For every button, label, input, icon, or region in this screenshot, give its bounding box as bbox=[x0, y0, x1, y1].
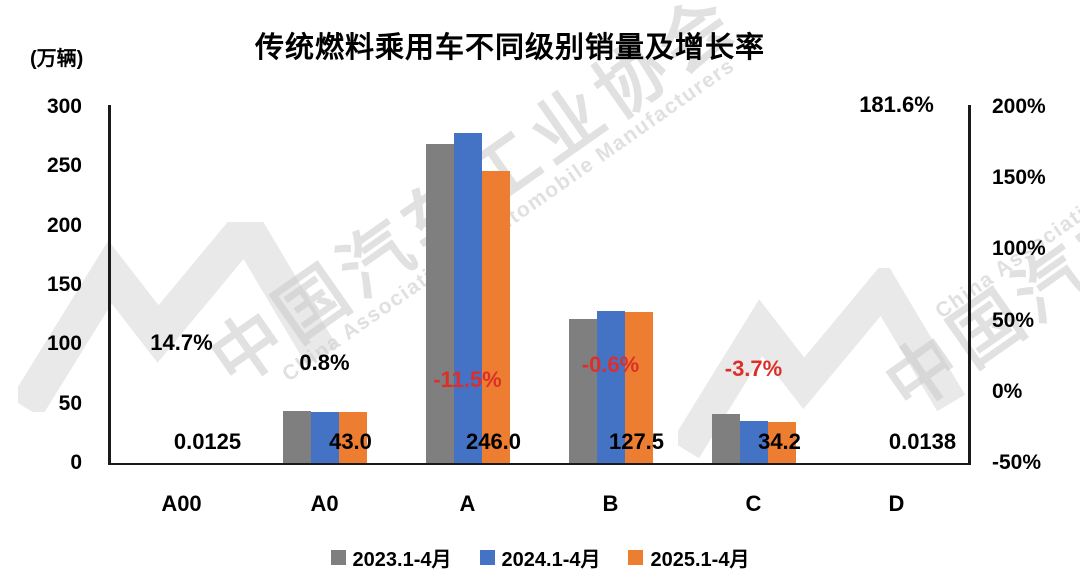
category-label-A: A bbox=[459, 491, 476, 516]
bar-A0-2024.1-4月 bbox=[310, 412, 339, 463]
legend-swatch bbox=[628, 550, 644, 565]
category-label-C: C bbox=[745, 491, 762, 516]
bar-A0-2023.1-4月 bbox=[282, 410, 311, 463]
bar-A-2024.1-4月 bbox=[453, 133, 482, 463]
right-axis-line bbox=[968, 105, 971, 465]
left-axis-tick: 200 bbox=[46, 213, 82, 237]
growth-label-A: -11.5% bbox=[433, 367, 502, 393]
left-axis-tick: 150 bbox=[46, 273, 82, 296]
category-label-A0: A0 bbox=[310, 491, 339, 516]
legend-label: 2025.1-4月 bbox=[650, 549, 750, 571]
value-label-A: 246.0 bbox=[465, 429, 522, 454]
value-label-A00: 0.0125 bbox=[173, 429, 242, 454]
legend-label: 2024.1-4月 bbox=[501, 549, 601, 571]
bar-A0-2025.1-4月 bbox=[338, 411, 367, 463]
chart-title: 传统燃料乘用车不同级别销量及增长率 bbox=[254, 32, 765, 64]
right-axis-tick: -50% bbox=[992, 451, 1042, 474]
right-axis-tick: 150% bbox=[992, 166, 1046, 190]
growth-label-B: -0.6% bbox=[581, 351, 640, 377]
left-axis-line bbox=[108, 105, 111, 465]
left-axis-tick: 0 bbox=[70, 451, 82, 474]
bar-A-2025.1-4月 bbox=[481, 171, 510, 463]
watermark-en-text: China Association of Automobile Manufact… bbox=[931, 0, 1080, 324]
right-axis-tick: 100% bbox=[992, 237, 1046, 261]
bottom-axis-line bbox=[108, 462, 970, 465]
category-label-B: B bbox=[602, 491, 619, 516]
left-axis-tick: 100 bbox=[46, 332, 82, 356]
legend-label: 2023.1-4月 bbox=[352, 549, 452, 571]
growth-label-A00: 14.7% bbox=[150, 329, 213, 355]
value-label-D: 0.0138 bbox=[888, 429, 957, 454]
category-label-A00: A00 bbox=[161, 491, 202, 516]
caam-logo-watermark bbox=[18, 222, 338, 412]
right-axis-tick: 200% bbox=[992, 95, 1046, 118]
bar-A-2023.1-4月 bbox=[425, 144, 454, 463]
value-label-A0: 43.0 bbox=[329, 429, 372, 454]
legend-item-2025.1-4月: 2025.1-4月 bbox=[628, 543, 749, 572]
left-axis-tick: 300 bbox=[46, 95, 82, 118]
legend-item-2023.1-4月: 2023.1-4月 bbox=[330, 543, 452, 572]
left-axis-tick: 250 bbox=[46, 154, 82, 178]
bar-B-2023.1-4月 bbox=[568, 319, 597, 463]
legend-swatch bbox=[330, 550, 346, 565]
value-label-B: 127.5 bbox=[608, 429, 665, 454]
right-axis-tick: 0% bbox=[992, 379, 1023, 403]
left-axis-tick: 50 bbox=[58, 391, 82, 415]
growth-label-A0: 0.8% bbox=[299, 349, 350, 375]
right-axis-tick: 50% bbox=[992, 308, 1035, 332]
legend-swatch bbox=[479, 550, 495, 565]
bar-B-2024.1-4月 bbox=[596, 310, 625, 463]
left-axis-unit: (万辆) bbox=[30, 48, 84, 70]
growth-label-C: -3.7% bbox=[724, 356, 783, 382]
legend-item-2024.1-4月: 2024.1-4月 bbox=[479, 543, 601, 572]
bar-B-2025.1-4月 bbox=[624, 311, 653, 463]
category-label-D: D bbox=[888, 491, 905, 516]
legend: 2023.1-4月 2024.1-4月 2025.1-4月 bbox=[0, 543, 1080, 572]
growth-label-D: 181.6% bbox=[859, 92, 934, 118]
value-label-C: 34.2 bbox=[758, 429, 801, 454]
